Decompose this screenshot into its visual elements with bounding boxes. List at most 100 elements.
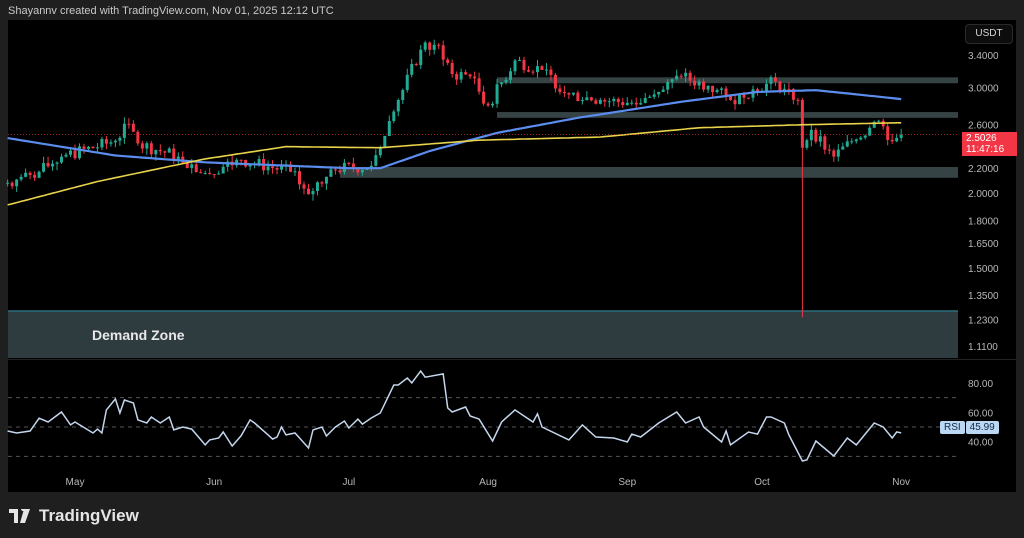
candle-body xyxy=(10,182,14,187)
candle-body xyxy=(24,172,28,177)
candle-body xyxy=(724,88,728,96)
candle-body xyxy=(657,91,661,95)
candle-body xyxy=(558,88,562,93)
candle-body xyxy=(832,150,836,157)
candle-body xyxy=(823,136,827,150)
candle-body xyxy=(594,100,598,104)
candle-body xyxy=(185,162,189,169)
price-tick: 3.4000 xyxy=(968,51,999,62)
candle-body xyxy=(118,137,122,141)
candle-body xyxy=(459,72,463,80)
candle-body xyxy=(693,80,697,86)
candle-body xyxy=(729,95,733,100)
candle-body xyxy=(598,99,602,104)
candle-body xyxy=(486,103,490,106)
candle-body xyxy=(104,139,108,144)
candle-body xyxy=(136,131,140,144)
candle-body xyxy=(580,100,584,102)
candle-body xyxy=(742,93,746,98)
candle-body xyxy=(42,163,46,172)
candle-body xyxy=(347,162,351,164)
chart-credit: Shayannv created with TradingView.com, N… xyxy=(8,5,334,17)
candle-body xyxy=(773,77,777,82)
candle-body xyxy=(311,190,315,195)
rsi-name: RSI xyxy=(940,421,965,434)
candle-body xyxy=(500,82,504,85)
candle-body xyxy=(535,66,539,73)
candle-body xyxy=(504,79,508,83)
candle-body xyxy=(711,85,715,93)
candle-body xyxy=(172,148,176,160)
currency-button[interactable]: USDT xyxy=(965,24,1013,44)
candle-body xyxy=(854,139,858,142)
candle-body xyxy=(720,88,724,90)
candle-body xyxy=(33,174,37,178)
candle-body xyxy=(396,99,400,112)
candle-body xyxy=(149,143,153,155)
price-tick: 1.1100 xyxy=(968,342,998,353)
candle-body xyxy=(441,45,445,60)
candle-body xyxy=(82,146,86,149)
candle-body xyxy=(648,96,652,98)
candle-body xyxy=(899,134,903,138)
candle-body xyxy=(154,150,158,155)
candle-body xyxy=(131,123,135,132)
rsi-line xyxy=(7,369,902,462)
candle-body xyxy=(203,172,207,174)
candle-body xyxy=(37,171,41,178)
candle-body xyxy=(464,72,468,75)
candle-body xyxy=(616,98,620,102)
candle-body xyxy=(562,92,566,94)
candle-body xyxy=(738,93,742,105)
candle-body xyxy=(383,135,387,148)
brand-name: TradingView xyxy=(39,506,139,525)
candle-body xyxy=(630,102,634,104)
candle-body xyxy=(432,44,436,50)
candle-body xyxy=(46,163,50,167)
candle-body xyxy=(800,99,804,148)
candle-body xyxy=(405,74,409,91)
candle-body xyxy=(176,156,180,160)
candle-body xyxy=(468,74,472,77)
candle-body xyxy=(818,136,822,142)
candle-body xyxy=(526,70,530,72)
candle-body xyxy=(401,90,405,100)
candle-body xyxy=(455,74,459,80)
candle-body xyxy=(51,163,55,167)
candle-body xyxy=(715,89,719,93)
candle-body xyxy=(791,89,795,100)
candle-body xyxy=(845,141,849,147)
candle-body xyxy=(199,172,203,174)
tradingview-logo[interactable]: TradingView xyxy=(9,506,139,526)
candle-body xyxy=(113,140,117,143)
candle-body xyxy=(158,150,162,152)
candle-body xyxy=(491,103,495,106)
candle-body xyxy=(513,60,517,72)
time-tick: Nov xyxy=(892,477,910,488)
candle-body xyxy=(55,162,59,164)
candle-body xyxy=(15,179,19,187)
candle-body xyxy=(194,164,198,173)
candle-body xyxy=(836,149,840,157)
candle-body xyxy=(257,159,261,165)
moving-average-slow xyxy=(7,122,902,206)
candle-body xyxy=(522,59,526,71)
candle-body xyxy=(419,49,423,66)
candle-body xyxy=(518,59,522,61)
candle-body xyxy=(266,166,270,171)
candle-body xyxy=(697,81,701,86)
candle-body xyxy=(95,147,99,149)
candle-body xyxy=(271,166,275,169)
demand-zone xyxy=(8,311,958,359)
candle-body xyxy=(73,150,77,159)
candle-body xyxy=(733,99,737,105)
tradingview-logo-icon xyxy=(9,509,30,523)
candle-body xyxy=(239,159,243,161)
price-tick: 1.3500 xyxy=(968,291,999,302)
candle-body xyxy=(6,182,10,184)
candle-body xyxy=(585,97,589,101)
candle-body xyxy=(639,102,643,105)
candle-body xyxy=(482,91,486,104)
candle-body xyxy=(859,137,863,140)
